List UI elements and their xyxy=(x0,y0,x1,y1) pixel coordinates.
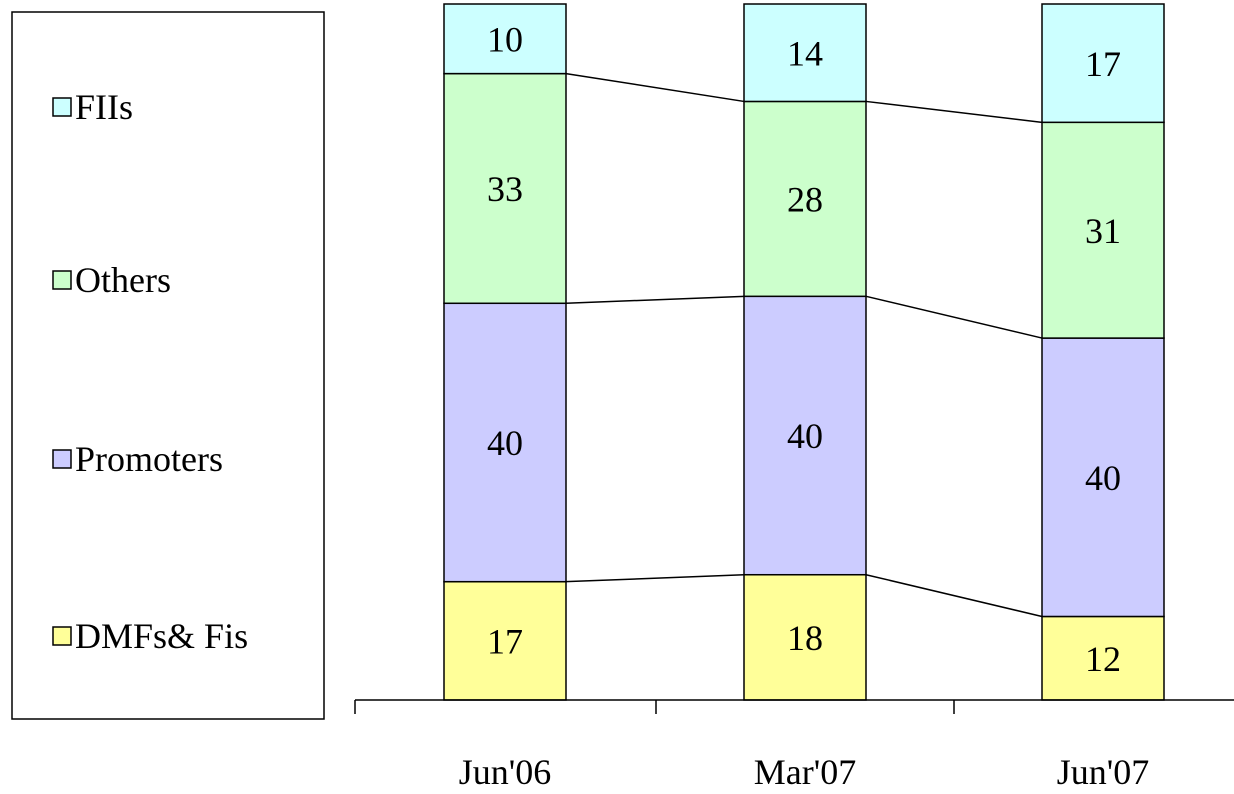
bar-promoters-mar-07 xyxy=(743,295,867,576)
data-label-promoters-jun-06: 40 xyxy=(487,423,523,463)
data-label-dmfs-fis-jun-07: 12 xyxy=(1085,639,1121,679)
legend-box xyxy=(11,11,325,720)
x-axis: Jun'06 Mar'07 Jun'07 xyxy=(354,699,1234,792)
x-tick-label-mar-07: Mar'07 xyxy=(754,752,856,789)
legend-label-dmfs-fis: DMFs& Fis xyxy=(75,616,248,656)
legend-label-fiis: FIIs xyxy=(75,87,133,127)
bar-fiis-mar-07 xyxy=(743,3,867,103)
data-label-promoters-mar-07: 40 xyxy=(787,416,823,456)
bar-others-jun-07 xyxy=(1041,121,1165,339)
series-line-promoters-2 xyxy=(865,295,1043,339)
x-tick-label-jun-06: Jun'06 xyxy=(459,752,552,789)
legend-label-promoters: Promoters xyxy=(75,439,223,479)
data-labels: 17 40 33 10 18 40 28 14 12 40 31 17 xyxy=(487,19,1121,678)
bars xyxy=(443,3,1165,701)
series-line-dmfs-fis-2 xyxy=(865,573,1043,618)
series-line-dmfs-fis-1 xyxy=(565,573,745,583)
bar-dmfs-fis-jun-06 xyxy=(443,580,567,701)
data-label-promoters-jun-07: 40 xyxy=(1085,458,1121,498)
data-label-dmfs-fis-mar-07: 18 xyxy=(787,618,823,658)
bar-others-mar-07 xyxy=(743,100,867,298)
legend-swatch-fiis xyxy=(52,97,72,117)
legend-swatch-others xyxy=(52,270,72,290)
series-lines xyxy=(565,72,1043,618)
legend-swatch-promoters xyxy=(52,449,72,469)
bar-promoters-jun-06 xyxy=(443,302,567,583)
x-tick-label-jun-07: Jun'07 xyxy=(1057,752,1150,789)
data-label-others-jun-07: 31 xyxy=(1085,211,1121,251)
data-label-others-jun-06: 33 xyxy=(487,169,523,209)
data-label-fiis-jun-06: 10 xyxy=(487,19,523,59)
legend-label-others: Others xyxy=(75,260,171,300)
legend-swatch-dmfs-fis xyxy=(52,626,72,646)
data-label-others-mar-07: 28 xyxy=(787,179,823,219)
series-line-others-1 xyxy=(565,72,745,103)
series-line-promoters-1 xyxy=(565,295,745,305)
data-label-fiis-mar-07: 14 xyxy=(787,33,823,73)
series-line-others-2 xyxy=(865,100,1043,124)
bar-dmfs-fis-mar-07 xyxy=(743,573,867,701)
bar-fiis-jun-06 xyxy=(443,3,567,75)
bar-fiis-jun-07 xyxy=(1041,3,1165,124)
data-label-dmfs-fis-jun-06: 17 xyxy=(487,621,523,661)
legend: FIIs Others Promoters DMFs& Fis xyxy=(11,11,325,720)
bar-promoters-jun-07 xyxy=(1041,337,1165,618)
data-label-fiis-jun-07: 17 xyxy=(1085,44,1121,84)
